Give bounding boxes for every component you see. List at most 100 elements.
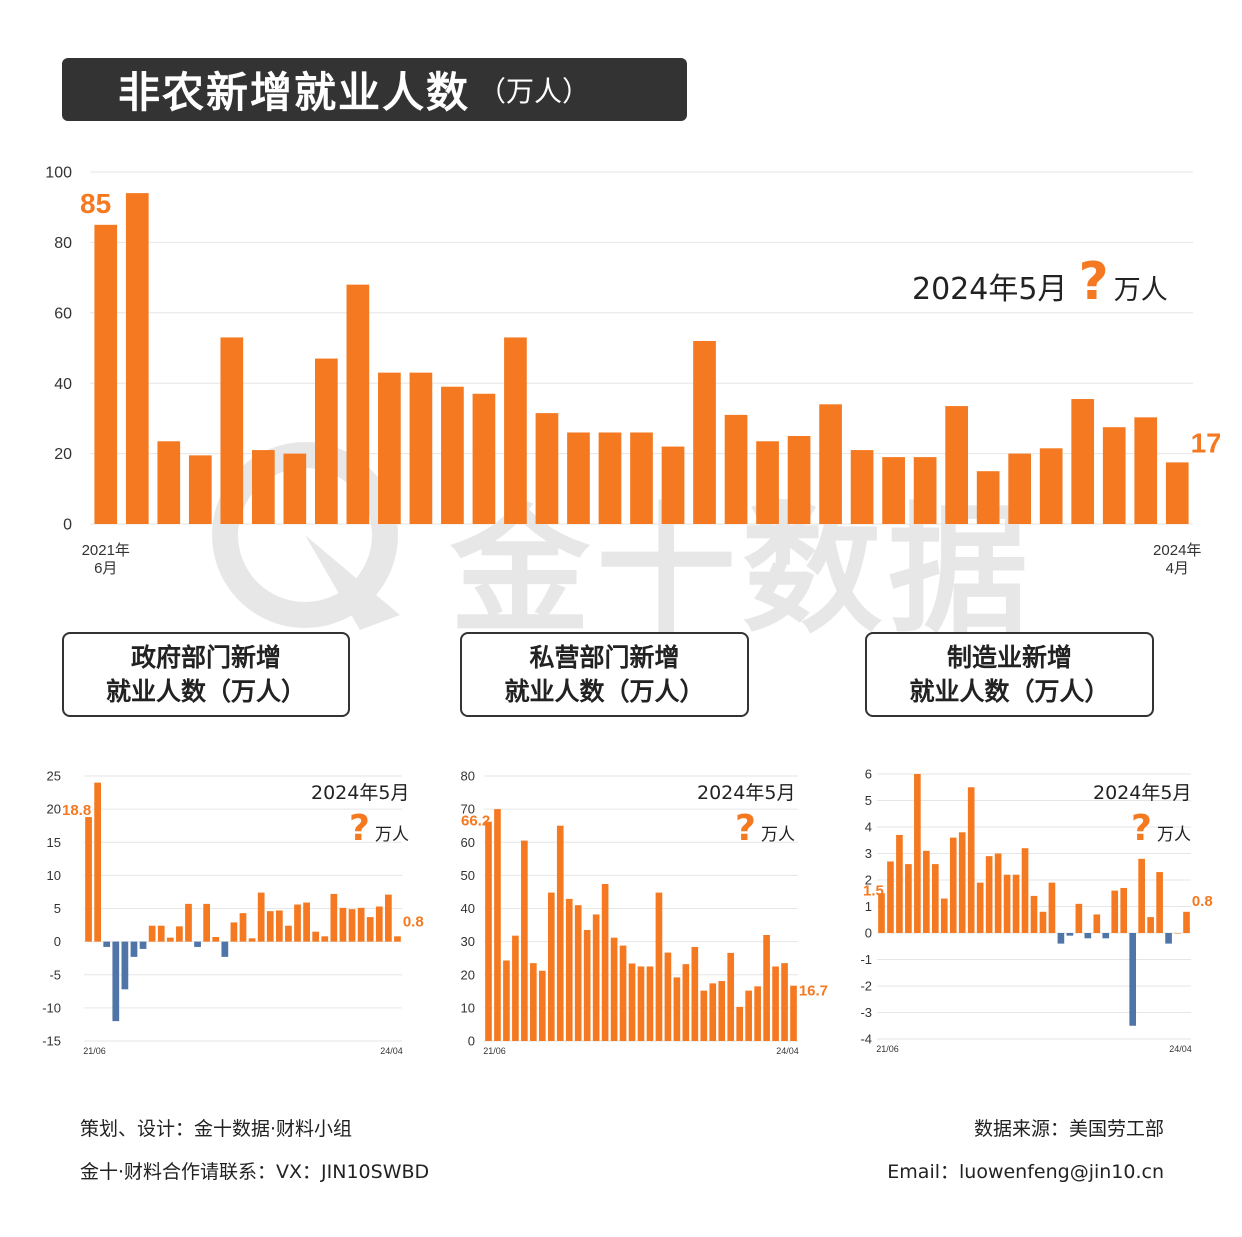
x-end-label: 24/04	[1169, 1044, 1192, 1054]
bar	[967, 787, 975, 933]
bar	[923, 850, 930, 933]
y-tick-label: 60	[461, 835, 475, 850]
bar	[1102, 427, 1126, 524]
y-tick-label: 80	[461, 769, 475, 784]
y-tick-label: 80	[54, 235, 72, 252]
bar	[166, 937, 174, 942]
last-value-label: 17.5	[1191, 427, 1220, 458]
y-tick-label: 6	[865, 767, 872, 782]
bar	[763, 935, 770, 1041]
y-tick-label: 40	[54, 376, 72, 393]
bar	[394, 936, 401, 942]
bar	[994, 853, 1002, 933]
private-annotation-period: 2024年5月	[697, 782, 796, 804]
bar	[339, 907, 347, 942]
y-tick-label: -2	[860, 979, 872, 994]
bar	[745, 990, 752, 1041]
first-value-label: 66.2	[461, 813, 490, 830]
y-tick-label: -5	[49, 967, 61, 982]
private-annotation-unit: 万人	[760, 825, 795, 845]
private-chart-title-box: 私营部门新增 就业人数（万人）	[460, 632, 749, 717]
x-start-label: 6月	[94, 560, 117, 577]
bar	[790, 985, 797, 1041]
bar	[583, 930, 591, 1041]
bar	[121, 941, 129, 990]
y-tick-label: 0	[865, 926, 872, 941]
question-mark-icon: ?	[349, 808, 370, 849]
bar	[718, 981, 726, 1041]
y-tick-label: 50	[461, 868, 475, 883]
bar	[504, 337, 527, 524]
manufacturing-annotation: ? 万人	[1131, 808, 1191, 849]
bar	[574, 905, 582, 1041]
bar	[1008, 453, 1032, 524]
page-title: 非农新增就业人数	[118, 68, 471, 117]
page-title-bar: 非农新增就业人数 （万人）	[62, 58, 687, 121]
footer-credit: 策划、设计：金十数据·财料小组	[80, 1118, 353, 1140]
government-annotation-unit: 万人	[374, 825, 409, 845]
bar	[409, 372, 433, 524]
manufacturing-annotation-unit: 万人	[1156, 825, 1191, 845]
bar	[148, 925, 156, 942]
private-title-line1: 私营部门新增	[529, 642, 680, 672]
bar	[1111, 890, 1119, 933]
bar	[1030, 895, 1038, 933]
bar	[194, 941, 201, 947]
bar	[976, 471, 1000, 524]
y-tick-label: -10	[42, 1000, 61, 1015]
bar	[1147, 917, 1154, 933]
question-mark-icon: ?	[735, 808, 756, 849]
government-annotation-period: 2024年5月	[311, 782, 410, 804]
bar	[385, 894, 392, 942]
y-tick-label: 0	[468, 1034, 475, 1049]
bar	[655, 892, 663, 1041]
bar	[958, 832, 966, 933]
bar	[303, 902, 310, 942]
bar	[1075, 903, 1083, 933]
first-value-label: 1.5	[863, 882, 884, 899]
bar	[348, 909, 356, 942]
y-tick-label: -3	[860, 1005, 872, 1020]
bar	[931, 864, 939, 933]
bar	[556, 825, 564, 1041]
bar	[221, 941, 229, 957]
bar	[878, 893, 885, 933]
bar	[283, 453, 307, 524]
bar	[940, 898, 948, 933]
main-annotation-unit: 万人	[1113, 275, 1168, 306]
bar	[1071, 399, 1095, 524]
question-mark-icon: ?	[1131, 808, 1152, 849]
y-tick-label: 20	[47, 802, 61, 817]
bar	[1183, 911, 1190, 933]
footer-email: Email：luowenfeng@jin10.cn	[887, 1161, 1164, 1183]
bar	[619, 945, 627, 1041]
bar	[682, 964, 690, 1041]
x-start-label: 2021年	[82, 542, 130, 559]
y-tick-label: 25	[47, 769, 61, 784]
bar	[130, 941, 138, 957]
bar	[330, 893, 338, 942]
bar	[494, 809, 501, 1041]
y-tick-label: 0	[54, 934, 61, 949]
bar	[736, 1006, 744, 1041]
x-end-label: 4月	[1166, 560, 1189, 577]
y-tick-label: 20	[54, 446, 72, 463]
bar	[727, 952, 735, 1041]
manufacturing-title-line2: 就业人数（万人）	[909, 676, 1110, 706]
bar	[637, 966, 645, 1041]
bar	[664, 952, 672, 1041]
bar	[185, 903, 192, 942]
bar	[896, 834, 903, 933]
bar	[1165, 462, 1189, 524]
bar	[203, 903, 211, 942]
bar	[321, 936, 329, 942]
x-end-label: 24/04	[380, 1046, 403, 1056]
bar	[176, 926, 183, 942]
bar	[139, 941, 147, 949]
bar	[1129, 933, 1137, 1026]
y-tick-label: 10	[461, 1000, 475, 1015]
y-tick-label: 2	[865, 873, 872, 888]
bar	[1156, 872, 1163, 933]
bar	[285, 925, 292, 942]
